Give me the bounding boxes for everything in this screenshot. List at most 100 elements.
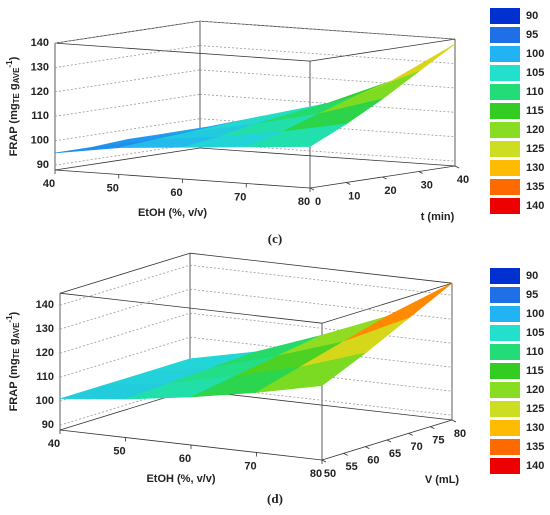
x-tick-label: 60 (179, 453, 191, 465)
grid-line (199, 118, 456, 138)
z-axis-label-part: -1 (5, 60, 14, 68)
z-tick-label: 90 (42, 419, 54, 431)
y-tick-label: 0 (315, 196, 321, 208)
z-axis-label-part: -1 (5, 315, 14, 323)
colorbar-swatch (490, 27, 520, 43)
grid-line (54, 142, 201, 166)
z-tick-label: 140 (31, 37, 49, 49)
y-tick (346, 182, 351, 185)
z-tick-label: 120 (31, 86, 49, 98)
colorbar-swatch (490, 287, 520, 303)
grid-line (189, 264, 453, 296)
colorbar-swatch (490, 401, 520, 417)
colorbar-swatch (490, 46, 520, 62)
colorbar-swatch (490, 141, 520, 157)
x-tick-label: 50 (113, 445, 125, 457)
surface-patch (343, 282, 453, 343)
x-tick-label: 80 (310, 468, 322, 480)
grid-line (59, 312, 191, 354)
y-tick (386, 439, 392, 443)
grid-line (199, 142, 456, 162)
colorbar-label: 110 (526, 346, 544, 358)
x-tick-label: 40 (48, 438, 60, 450)
colorbar-label: 95 (526, 29, 538, 41)
x-tick-label: 80 (298, 196, 310, 208)
colorbar-label: 120 (526, 384, 544, 396)
colorbar-label: 105 (526, 67, 544, 79)
colorbar-label: 115 (526, 365, 544, 377)
z-axis-label-part: FRAP (mg (8, 103, 20, 156)
colorbar-label: 105 (526, 327, 544, 339)
caption: (d) (267, 491, 283, 506)
z-tick-label: 100 (36, 395, 54, 407)
x-tick-label: 40 (43, 178, 55, 190)
colorbar-swatch (490, 84, 520, 100)
y-tick-label: 55 (346, 461, 358, 473)
colorbar-label: 110 (526, 86, 544, 98)
grid-line (199, 93, 456, 113)
colorbar-label: 130 (526, 162, 544, 174)
colorbar-swatch (490, 325, 520, 341)
grid-line (59, 264, 191, 306)
colorbar-label: 120 (526, 124, 544, 136)
colorbar-label: 90 (526, 270, 538, 282)
box-edge (199, 147, 456, 167)
colorbar-label: 90 (526, 10, 538, 22)
z-tick-label: 130 (36, 323, 54, 335)
colorbar-label: 140 (526, 460, 544, 472)
colorbar-swatch (490, 65, 520, 81)
box-edge (54, 147, 201, 171)
y-tick (454, 165, 460, 169)
z-tick-label: 110 (31, 110, 49, 122)
y-tick (321, 459, 327, 463)
z-axis-label-part: TE (12, 93, 21, 104)
y-tick-label: 60 (367, 455, 379, 467)
colorbar-swatch (490, 458, 520, 474)
x-tick-label: 50 (107, 182, 119, 194)
z-tick-label: 100 (31, 135, 49, 147)
y-tick-label: 50 (324, 468, 336, 480)
z-axis-label-part: ) (8, 311, 20, 315)
y-tick (451, 419, 457, 423)
caption: (c) (268, 231, 282, 246)
z-axis-label-part: AVE (12, 322, 21, 339)
grid-line (199, 45, 456, 64)
colorbar-label: 115 (526, 105, 544, 117)
y-tick (382, 176, 387, 180)
colorbar-swatch (490, 382, 520, 398)
z-tick-label: 90 (37, 159, 49, 171)
colorbar-label: 100 (526, 48, 544, 60)
colorbar-label: 135 (526, 181, 544, 193)
x-tick-label: 60 (170, 187, 182, 199)
grid-line (54, 45, 201, 68)
colorbar-swatch (490, 160, 520, 176)
z-axis-label: FRAP (mgTE gAVE-1) (5, 311, 21, 411)
y-tick-label: 20 (384, 185, 396, 197)
y-axis-label: V (mL) (425, 474, 460, 486)
colorbar-swatch (490, 179, 520, 195)
z-axis-label: FRAP (mgTE gAVE-1) (5, 56, 21, 156)
z-tick-label: 110 (36, 371, 54, 383)
colorbar-swatch (490, 198, 520, 214)
colorbar-swatch (490, 103, 520, 119)
box-edge (54, 42, 311, 62)
colorbar-swatch (490, 363, 520, 379)
colorbar-swatch (490, 344, 520, 360)
z-axis-label-part: g (8, 338, 20, 348)
colorbar-swatch (490, 268, 520, 284)
y-tick-label: 65 (389, 448, 401, 460)
colorbar-swatch (490, 122, 520, 138)
colorbar-label: 95 (526, 289, 538, 301)
grid-line (54, 69, 201, 93)
x-axis-label: EtOH (%, v/v) (138, 207, 207, 219)
y-axis-label: t (min) (421, 211, 455, 223)
colorbar-label: 125 (526, 403, 544, 415)
y-tick (418, 171, 423, 174)
y-tick (309, 187, 315, 191)
x-tick-label: 70 (244, 460, 256, 472)
grid-line (54, 93, 201, 117)
z-axis-label-part: TE (12, 348, 21, 359)
grid-line (59, 336, 191, 378)
grid-line (199, 69, 456, 89)
